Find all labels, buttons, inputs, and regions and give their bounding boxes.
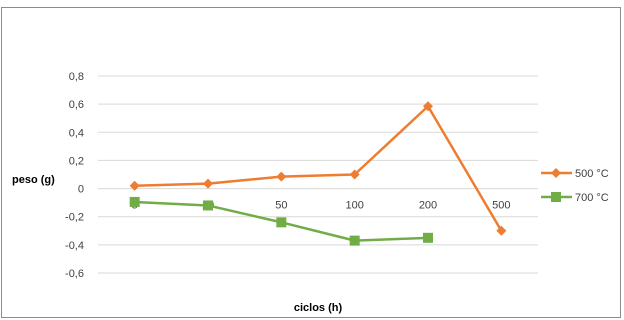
legend-label: 500 °C xyxy=(575,168,609,180)
data-point xyxy=(349,169,360,180)
series-line xyxy=(134,105,503,232)
legend-item: 700 °C xyxy=(541,192,609,204)
legend-item: 500 °C xyxy=(541,168,609,180)
y-tick-labels: 0,8 0,6 0,4 0,2 0 -0,2 -0,4 -0,6 xyxy=(65,71,84,280)
legend-swatch-marker xyxy=(551,168,561,178)
series-1 xyxy=(129,101,507,236)
y-tick-label: -0,6 xyxy=(65,268,84,280)
data-point xyxy=(129,196,140,207)
data-point xyxy=(203,200,213,211)
chart-area xyxy=(1,7,621,318)
x-tick-label: 200 xyxy=(419,200,437,212)
gridlines xyxy=(98,75,538,274)
y-tick-label: 0,8 xyxy=(69,71,84,83)
y-tick-label: 0,4 xyxy=(69,127,84,139)
x-tick-label: 500 xyxy=(492,200,510,212)
data-point xyxy=(129,180,140,191)
data-point xyxy=(276,171,287,182)
legend: 500 °C 700 °C xyxy=(541,168,609,204)
data-point xyxy=(349,235,360,246)
y-tick-label: -0,4 xyxy=(65,240,84,252)
series-group xyxy=(129,101,507,246)
data-point xyxy=(423,232,433,243)
y-tick-label: 0,6 xyxy=(69,99,84,111)
y-axis-title: peso (g) xyxy=(12,174,55,186)
y-tick-label: 0 xyxy=(78,184,84,196)
data-point xyxy=(276,217,287,228)
legend-label: 700 °C xyxy=(575,192,609,204)
x-axis-title: ciclos (h) xyxy=(294,302,343,314)
legend-swatch-marker xyxy=(551,192,561,202)
y-tick-label: -0,2 xyxy=(65,212,84,224)
data-point xyxy=(496,225,507,236)
data-point xyxy=(203,178,213,189)
y-tick-label: 0,2 xyxy=(69,155,84,167)
x-tick-label: 50 xyxy=(275,200,287,212)
data-point xyxy=(423,101,433,112)
series-2 xyxy=(129,196,433,246)
x-tick-label: 100 xyxy=(345,200,363,212)
